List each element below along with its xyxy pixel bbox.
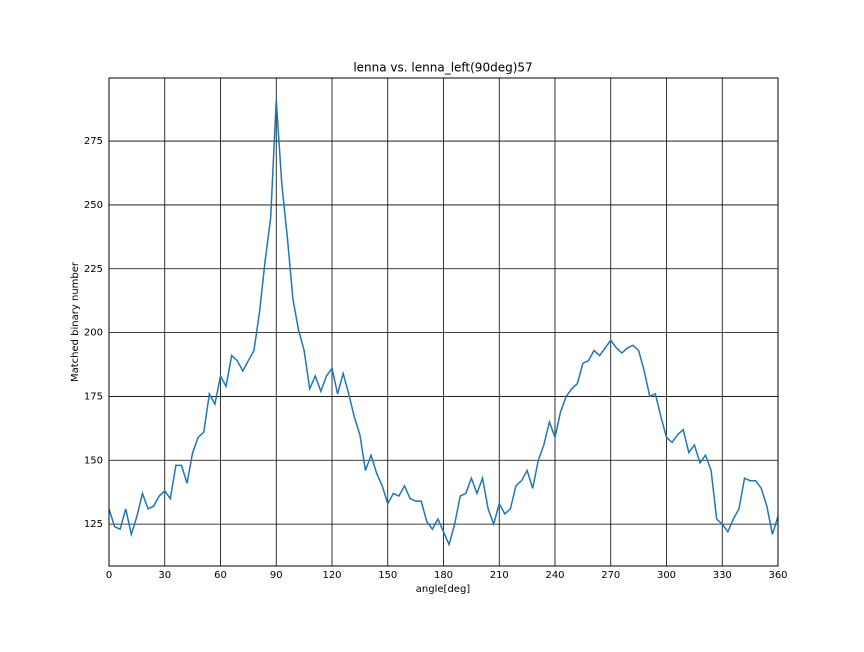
x-tick-label: 360 bbox=[768, 570, 787, 581]
x-tick-label: 240 bbox=[545, 570, 564, 581]
y-tick-label: 200 bbox=[84, 328, 103, 339]
y-tick-label: 150 bbox=[84, 455, 103, 466]
x-tick-label: 30 bbox=[158, 570, 171, 581]
x-tick-label: 120 bbox=[322, 570, 341, 581]
y-tick-label: 175 bbox=[84, 391, 103, 402]
y-axis-label: Matched binary number bbox=[70, 261, 81, 382]
x-tick-label: 60 bbox=[214, 570, 227, 581]
data-line bbox=[108, 100, 779, 547]
x-axis-label: angle[deg] bbox=[416, 584, 470, 595]
y-tick-label: 125 bbox=[84, 519, 103, 530]
y-tick-label: 275 bbox=[84, 136, 103, 147]
x-tick-label: 0 bbox=[106, 570, 112, 581]
x-tick-label: 180 bbox=[434, 570, 453, 581]
y-tick-label: 250 bbox=[84, 200, 103, 211]
chart-title: lenna vs. lenna_left(90deg)57 bbox=[353, 61, 532, 75]
y-tick-label: 225 bbox=[84, 264, 103, 275]
x-tick-label: 300 bbox=[657, 570, 676, 581]
x-tick-label: 270 bbox=[601, 570, 620, 581]
x-tick-label: 210 bbox=[490, 570, 509, 581]
x-tick-label: 90 bbox=[270, 570, 283, 581]
x-tick-label: 330 bbox=[713, 570, 732, 581]
x-tick-label: 150 bbox=[378, 570, 397, 581]
plot-frame bbox=[108, 77, 779, 567]
